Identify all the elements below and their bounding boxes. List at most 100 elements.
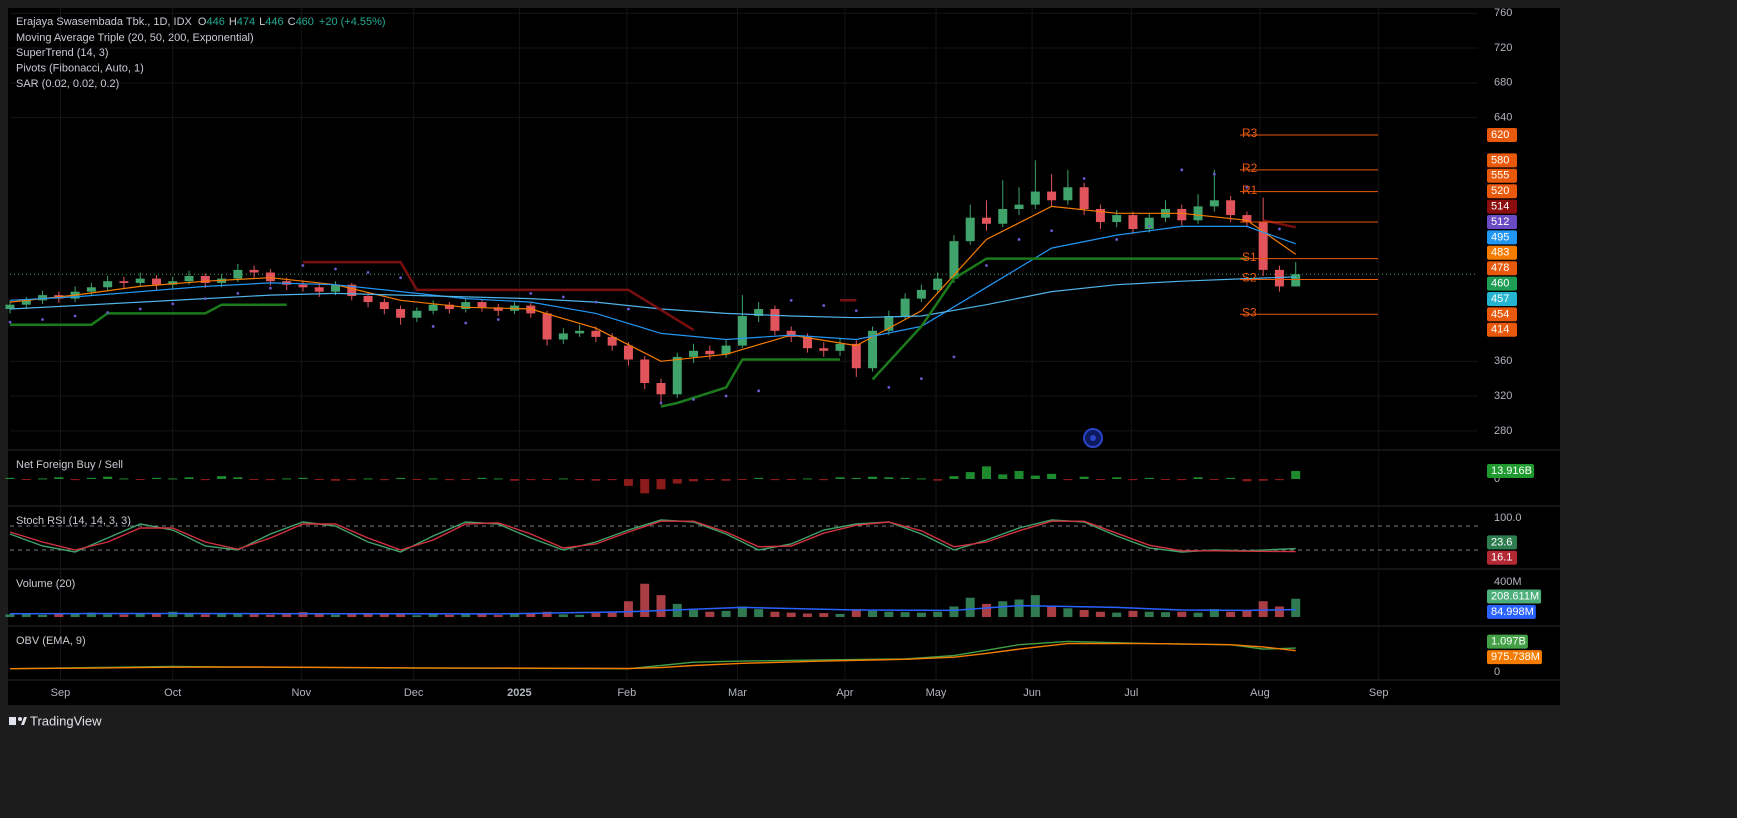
x-tick-label: Oct: [164, 687, 181, 699]
value-box: [1487, 261, 1517, 276]
y-tick-label: 400M: [1494, 576, 1522, 588]
candle-body: [802, 336, 812, 349]
bar: [526, 479, 536, 481]
y-tick-label: 320: [1494, 390, 1512, 402]
bar: [21, 613, 31, 617]
value-box: [1487, 184, 1517, 199]
candle-body: [998, 208, 1008, 224]
candle-body: [444, 304, 454, 310]
y-tick-label: 640: [1494, 112, 1512, 124]
bar: [851, 477, 861, 480]
sar-dot: [301, 264, 305, 267]
candle-body: [786, 330, 796, 337]
bar: [770, 611, 780, 617]
bar: [998, 474, 1008, 480]
bar: [1258, 601, 1268, 617]
value-label: 555: [1491, 170, 1509, 182]
candle-body: [1079, 187, 1089, 209]
candle-body: [884, 316, 894, 331]
bar: [233, 613, 243, 617]
bar: [217, 613, 227, 617]
pivot-label: R3: [1242, 126, 1258, 140]
value-label: 512: [1491, 216, 1509, 228]
indicator-legend: Moving Average Triple (20, 50, 200, Expo…: [16, 32, 254, 44]
value-box: [1487, 634, 1528, 649]
bar: [1144, 611, 1154, 617]
bar: [363, 614, 373, 617]
sar-dot: [236, 291, 240, 295]
ohlc-label: O: [198, 16, 207, 28]
candle-body: [477, 302, 487, 308]
candle-body: [949, 241, 959, 279]
bar: [640, 583, 650, 617]
overlay-line: [10, 257, 1247, 408]
sar-dot: [1115, 238, 1119, 241]
value-box: [1487, 276, 1517, 291]
ohlc-label: H: [229, 16, 237, 28]
bar: [754, 609, 764, 617]
bar: [1177, 479, 1187, 481]
value-label: 16.1: [1491, 552, 1512, 564]
replay-icon-dot: [1090, 435, 1096, 441]
bar: [330, 614, 340, 617]
bar: [1063, 608, 1073, 617]
ohlc-value: 446: [206, 16, 224, 28]
candle-body: [819, 348, 829, 351]
ohlc-value: 446: [265, 16, 283, 28]
bar: [38, 614, 48, 617]
y-tick-label: 720: [1494, 42, 1512, 54]
bar: [86, 477, 96, 480]
sar-dot: [268, 286, 272, 290]
sar-dot: [789, 298, 793, 302]
marks-layer: [5, 134, 1378, 670]
bar: [1291, 471, 1301, 480]
bar: [802, 613, 812, 617]
bar: [591, 613, 601, 617]
bar: [981, 603, 991, 617]
bar: [330, 479, 340, 481]
value-box: [1487, 535, 1517, 550]
value-box: [1487, 230, 1517, 245]
bar: [933, 479, 943, 481]
bar: [135, 479, 145, 481]
candle-body: [135, 278, 145, 283]
bar: [1128, 610, 1138, 617]
candle-body: [1144, 217, 1154, 229]
bar: [705, 479, 715, 481]
bar: [379, 479, 389, 481]
candle-body: [1128, 215, 1138, 229]
bar: [591, 479, 601, 481]
bar: [542, 611, 552, 617]
candle-body: [1226, 200, 1236, 216]
bar: [184, 613, 194, 617]
chart-background: [8, 8, 1560, 705]
bar: [1193, 477, 1203, 480]
candle-body: [330, 284, 340, 292]
bar: [461, 614, 471, 617]
bar: [396, 613, 406, 617]
bar: [428, 614, 438, 617]
bar: [1242, 610, 1252, 617]
candle-body: [1014, 204, 1024, 209]
bar: [1112, 612, 1122, 617]
logo-mark: [9, 717, 16, 725]
bar: [379, 613, 389, 617]
bar: [282, 478, 292, 480]
candle-body: [103, 281, 113, 288]
bar: [1112, 477, 1122, 480]
bar: [444, 479, 454, 481]
bar: [1144, 477, 1154, 480]
y-tick-label: 760: [1494, 7, 1512, 19]
bar: [70, 613, 80, 617]
value-label: 23.6: [1491, 536, 1512, 548]
value-label: 454: [1491, 308, 1509, 320]
candle-body: [770, 309, 780, 331]
ohlc-value: 474: [237, 16, 255, 28]
bar: [477, 477, 487, 480]
sar-dot: [464, 321, 468, 325]
sar-dot: [919, 377, 923, 381]
bar: [1079, 609, 1089, 617]
value-box: [1487, 291, 1517, 306]
bar: [200, 614, 210, 617]
